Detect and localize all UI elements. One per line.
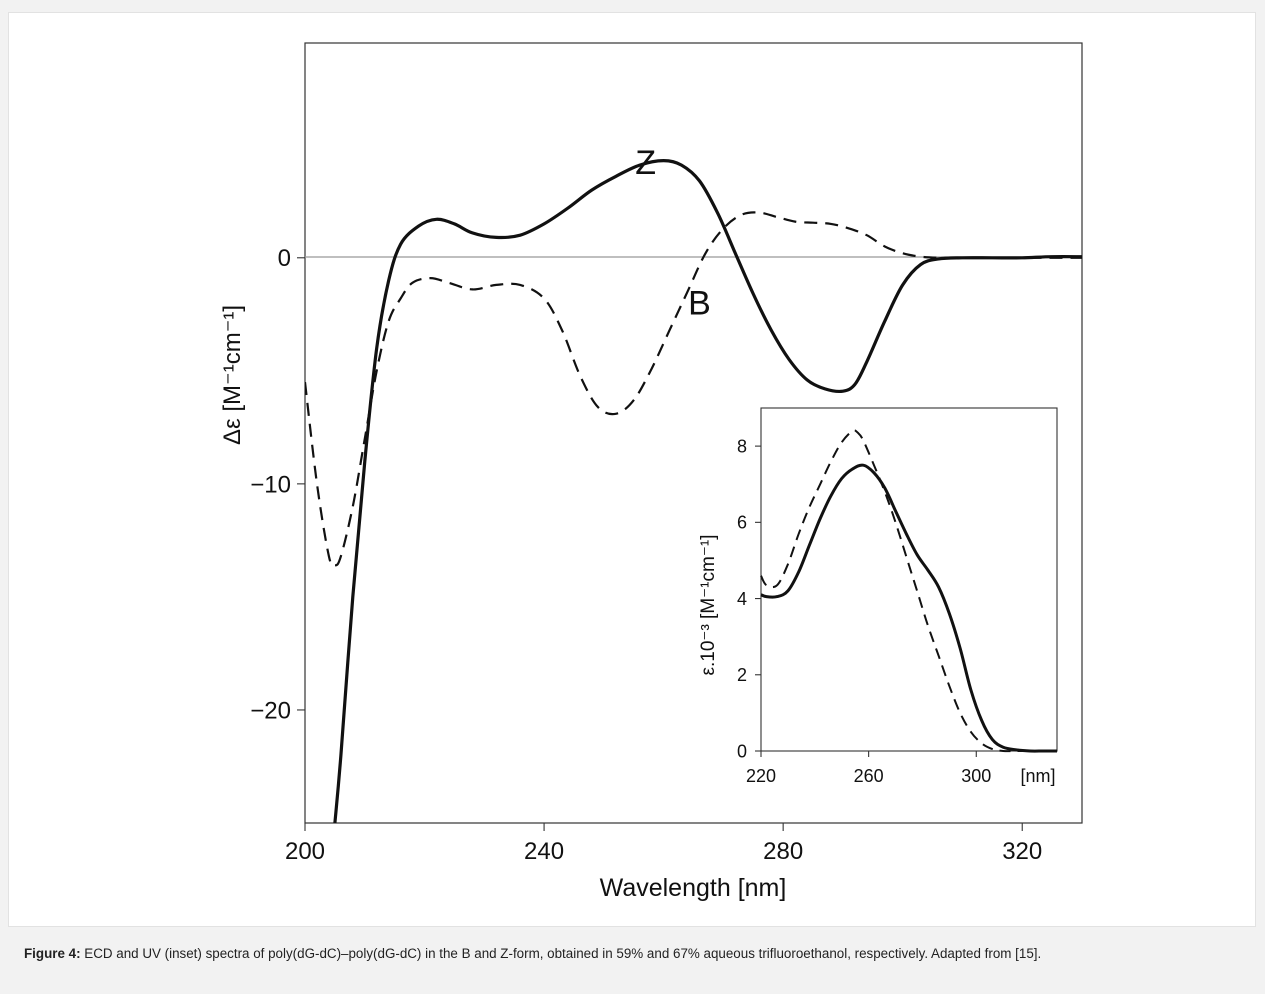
- inset-y-tick-label: 8: [737, 436, 747, 456]
- series-annotation-z: Z: [635, 144, 656, 182]
- main-x-axis-label: Wavelength [nm]: [600, 874, 787, 902]
- inset-background: [761, 408, 1057, 751]
- inset-y-tick-label: 4: [737, 589, 747, 609]
- main-x-ticks: 200 240 280 320: [285, 823, 1042, 865]
- main-plot-frame: [304, 42, 1083, 824]
- inset-plot-area: 220 260 300 0 2 4 6 8 [nm] ε.10⁻³ [M⁻¹cm⁻¹]: [698, 407, 1058, 786]
- main-x-tick-label: 320: [1002, 838, 1042, 865]
- inset-x-tick-label: 220: [746, 766, 776, 786]
- main-plot-area: 200 240 280 320 0−10−20 ZB Wavelength [nm] …: [219, 42, 1083, 902]
- caption-text: ECD and UV (inset) spectra of poly(dG-dC…: [84, 946, 1042, 961]
- figure-caption: Figure 4: ECD and UV (inset) spectra of …: [8, 927, 1256, 987]
- inset-x-ticks: 220 260 300: [746, 751, 991, 786]
- series-annotation-b: B: [688, 284, 711, 322]
- main-x-tick-label: 200: [285, 838, 325, 865]
- inset-y-ticks: 0 2 4 6 8: [737, 436, 761, 761]
- main-y-tick-label: −20: [250, 697, 291, 724]
- main-y-tick-label: −10: [250, 471, 291, 498]
- inset-plot-frame: [760, 407, 1058, 752]
- main-annotations: ZB: [635, 144, 711, 322]
- inset-y-tick-label: 6: [737, 513, 747, 533]
- main-y-axis-label: Δε [M⁻¹cm⁻¹]: [219, 305, 246, 445]
- caption-label: Figure 4:: [24, 946, 81, 961]
- main-y-tick-label: 0: [278, 245, 291, 272]
- inset-x-axis-label: [nm]: [1020, 766, 1055, 786]
- main-series: [305, 159, 1082, 823]
- main-y-ticks: 0 −10 −20: [250, 245, 305, 724]
- main-x-tick-label: 240: [524, 838, 564, 865]
- inset-x-tick-label: 260: [854, 766, 884, 786]
- inset-series-solid-line: [760, 463, 1057, 753]
- inset-series: [760, 429, 1057, 753]
- inset-x-tick-label: 300: [961, 766, 991, 786]
- main-x-tick-label: 280: [763, 838, 803, 865]
- inset-series-dashed-line: [760, 429, 1057, 753]
- inset-y-tick-label: 0: [737, 741, 747, 761]
- main-series-z-line: [333, 159, 1082, 823]
- inset-y-axis-label: ε.10⁻³ [M⁻¹cm⁻¹]: [698, 535, 719, 676]
- inset-y-tick-label: 2: [737, 665, 747, 685]
